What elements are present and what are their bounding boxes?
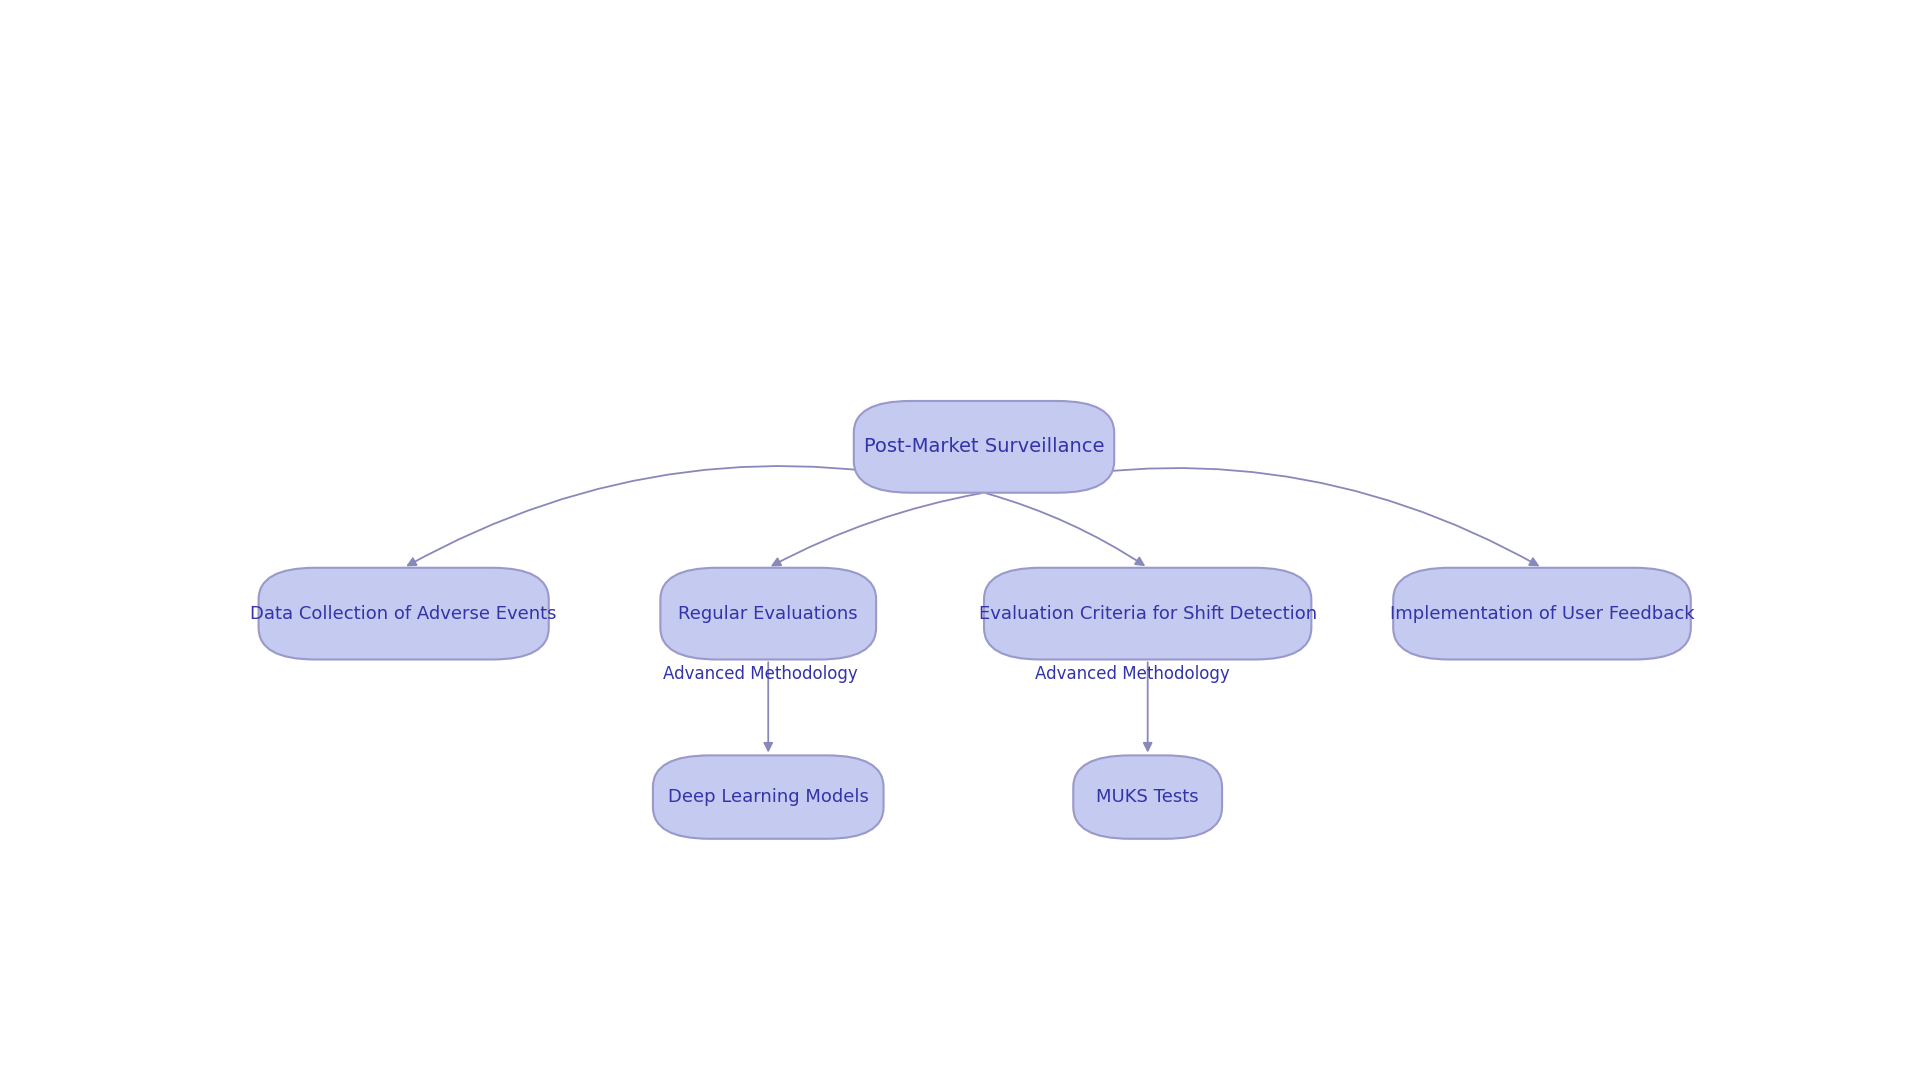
FancyBboxPatch shape: [653, 756, 883, 838]
FancyBboxPatch shape: [983, 567, 1311, 660]
Text: Data Collection of Adverse Events: Data Collection of Adverse Events: [250, 604, 557, 623]
Text: Advanced Methodology: Advanced Methodology: [1035, 665, 1231, 683]
Text: Deep Learning Models: Deep Learning Models: [668, 788, 868, 806]
FancyBboxPatch shape: [1073, 756, 1221, 838]
Text: Advanced Methodology: Advanced Methodology: [664, 665, 858, 683]
Text: Post-Market Surveillance: Post-Market Surveillance: [864, 438, 1104, 456]
FancyBboxPatch shape: [660, 567, 876, 660]
Text: MUKS Tests: MUKS Tests: [1096, 788, 1198, 806]
Text: Regular Evaluations: Regular Evaluations: [678, 604, 858, 623]
Text: Implementation of User Feedback: Implementation of User Feedback: [1390, 604, 1693, 623]
FancyBboxPatch shape: [259, 567, 549, 660]
Text: Evaluation Criteria for Shift Detection: Evaluation Criteria for Shift Detection: [979, 604, 1317, 623]
FancyBboxPatch shape: [854, 401, 1114, 493]
FancyBboxPatch shape: [1394, 567, 1692, 660]
